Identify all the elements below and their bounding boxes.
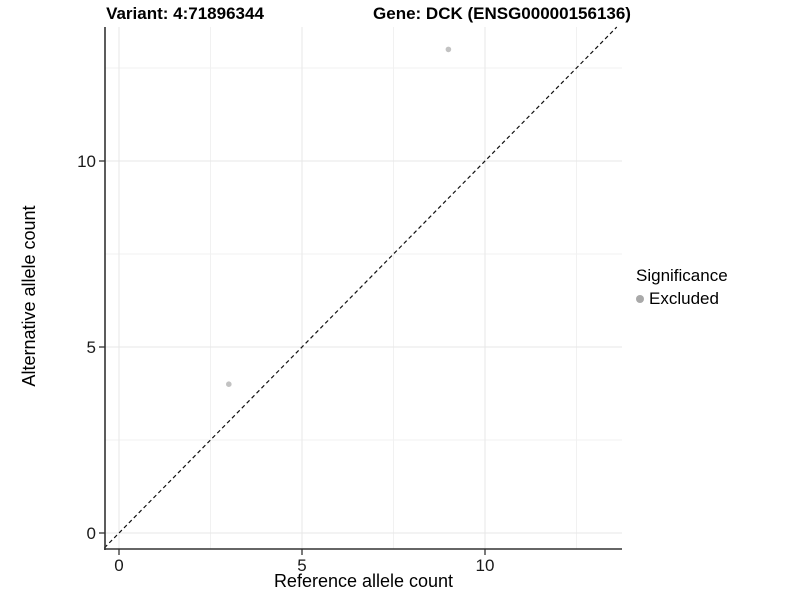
legend-title: Significance [636, 266, 728, 285]
identity-reference-line [103, 26, 618, 549]
data-point-excluded [445, 46, 452, 53]
y-axis-title: Alternative allele count [19, 205, 39, 387]
x-tick-label: 5 [297, 556, 306, 575]
data-point-excluded [226, 381, 232, 388]
legend-item-label: Excluded [649, 289, 719, 308]
x-tick-label: 0 [114, 556, 123, 575]
y-tick-label: 5 [87, 338, 96, 357]
y-tick-label: 0 [87, 524, 96, 543]
y-tick-label: 10 [77, 152, 96, 171]
excluded-point-icon [636, 295, 644, 303]
legend-item-excluded: Excluded [636, 289, 728, 309]
legend: Significance Excluded [636, 266, 728, 309]
x-axis-title: Reference allele count [273, 571, 454, 591]
gene-title: Gene: DCK (ENSG00000156136) [373, 4, 631, 23]
variant-title: Variant: 4:71896344 [106, 4, 264, 23]
x-tick-label: 10 [476, 556, 495, 575]
